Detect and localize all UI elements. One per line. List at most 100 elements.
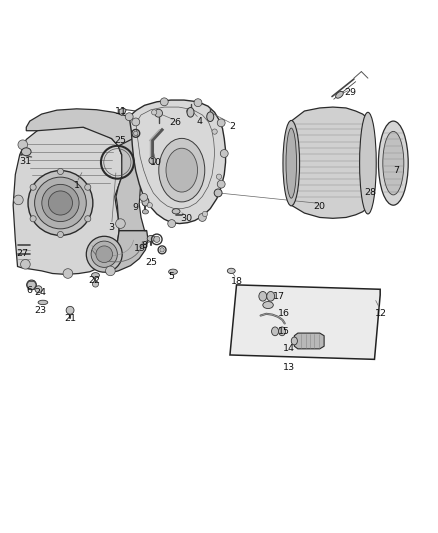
Ellipse shape xyxy=(220,150,228,157)
Polygon shape xyxy=(129,100,226,223)
Text: 26: 26 xyxy=(169,118,181,127)
Text: 24: 24 xyxy=(34,288,46,297)
Text: 25: 25 xyxy=(114,136,127,145)
Ellipse shape xyxy=(30,184,36,190)
Ellipse shape xyxy=(187,108,194,117)
Ellipse shape xyxy=(35,177,86,229)
Text: 2: 2 xyxy=(229,122,235,131)
Ellipse shape xyxy=(27,280,36,290)
Ellipse shape xyxy=(172,209,180,214)
Ellipse shape xyxy=(212,129,217,134)
Text: 18: 18 xyxy=(230,277,243,286)
Text: 19: 19 xyxy=(134,244,146,253)
Ellipse shape xyxy=(14,195,23,205)
Polygon shape xyxy=(230,285,380,359)
Polygon shape xyxy=(13,125,123,274)
Text: 30: 30 xyxy=(180,214,192,223)
Text: 7: 7 xyxy=(393,166,399,175)
Text: 9: 9 xyxy=(133,203,139,212)
Ellipse shape xyxy=(267,292,275,301)
Ellipse shape xyxy=(214,189,222,197)
Ellipse shape xyxy=(159,139,205,202)
Text: 12: 12 xyxy=(375,309,387,318)
Text: 31: 31 xyxy=(19,157,32,166)
Ellipse shape xyxy=(106,266,115,276)
Polygon shape xyxy=(116,132,149,231)
Ellipse shape xyxy=(217,180,225,188)
Text: 10: 10 xyxy=(149,158,162,167)
Ellipse shape xyxy=(142,209,148,214)
Text: 15: 15 xyxy=(278,327,290,336)
Polygon shape xyxy=(26,109,149,155)
Polygon shape xyxy=(100,231,148,273)
Ellipse shape xyxy=(378,121,408,205)
Ellipse shape xyxy=(134,131,138,135)
Ellipse shape xyxy=(66,306,74,314)
Ellipse shape xyxy=(168,220,176,228)
Ellipse shape xyxy=(217,119,225,127)
Ellipse shape xyxy=(38,300,48,304)
Text: 22: 22 xyxy=(88,276,100,285)
Polygon shape xyxy=(294,333,324,349)
Ellipse shape xyxy=(21,148,31,156)
Ellipse shape xyxy=(125,113,133,120)
Ellipse shape xyxy=(166,148,198,192)
Text: 6: 6 xyxy=(27,286,33,295)
Text: 23: 23 xyxy=(34,306,46,315)
Text: 25: 25 xyxy=(145,257,157,266)
Ellipse shape xyxy=(92,281,99,287)
Text: 13: 13 xyxy=(283,363,295,372)
Ellipse shape xyxy=(336,91,343,98)
Text: 27: 27 xyxy=(17,249,29,258)
Ellipse shape xyxy=(216,174,222,179)
Ellipse shape xyxy=(154,236,160,243)
Text: 3: 3 xyxy=(109,223,115,231)
Ellipse shape xyxy=(96,246,113,263)
Ellipse shape xyxy=(116,219,125,229)
Ellipse shape xyxy=(57,168,64,174)
Text: 14: 14 xyxy=(283,344,295,353)
Ellipse shape xyxy=(155,109,162,117)
Ellipse shape xyxy=(160,248,164,252)
Ellipse shape xyxy=(291,337,297,345)
Ellipse shape xyxy=(132,118,140,126)
Ellipse shape xyxy=(263,302,273,309)
Ellipse shape xyxy=(149,157,156,164)
Ellipse shape xyxy=(85,184,91,190)
Text: 28: 28 xyxy=(364,188,376,197)
Ellipse shape xyxy=(30,216,36,222)
Ellipse shape xyxy=(360,112,376,214)
Ellipse shape xyxy=(169,269,177,274)
Ellipse shape xyxy=(198,214,206,221)
Text: 16: 16 xyxy=(278,309,290,318)
Ellipse shape xyxy=(147,236,155,241)
Ellipse shape xyxy=(187,108,192,114)
Ellipse shape xyxy=(21,260,30,269)
Ellipse shape xyxy=(283,120,300,206)
Ellipse shape xyxy=(259,292,267,301)
Ellipse shape xyxy=(147,203,152,208)
Ellipse shape xyxy=(194,99,202,107)
Text: 1: 1 xyxy=(74,181,80,190)
Ellipse shape xyxy=(57,231,64,238)
Ellipse shape xyxy=(272,327,279,336)
Ellipse shape xyxy=(28,171,93,236)
Ellipse shape xyxy=(207,112,214,122)
Ellipse shape xyxy=(63,269,73,278)
Ellipse shape xyxy=(160,98,168,106)
Ellipse shape xyxy=(140,193,148,201)
Text: 8: 8 xyxy=(141,241,148,250)
Text: 29: 29 xyxy=(344,87,357,96)
Ellipse shape xyxy=(35,286,42,293)
Text: 11: 11 xyxy=(114,107,127,116)
Ellipse shape xyxy=(42,184,79,222)
Ellipse shape xyxy=(383,131,404,195)
Ellipse shape xyxy=(86,236,122,272)
Ellipse shape xyxy=(91,241,117,268)
Polygon shape xyxy=(291,107,368,219)
Ellipse shape xyxy=(92,273,99,278)
Ellipse shape xyxy=(202,211,208,216)
Text: 5: 5 xyxy=(168,272,174,281)
Ellipse shape xyxy=(142,197,149,206)
Text: 20: 20 xyxy=(314,201,326,211)
